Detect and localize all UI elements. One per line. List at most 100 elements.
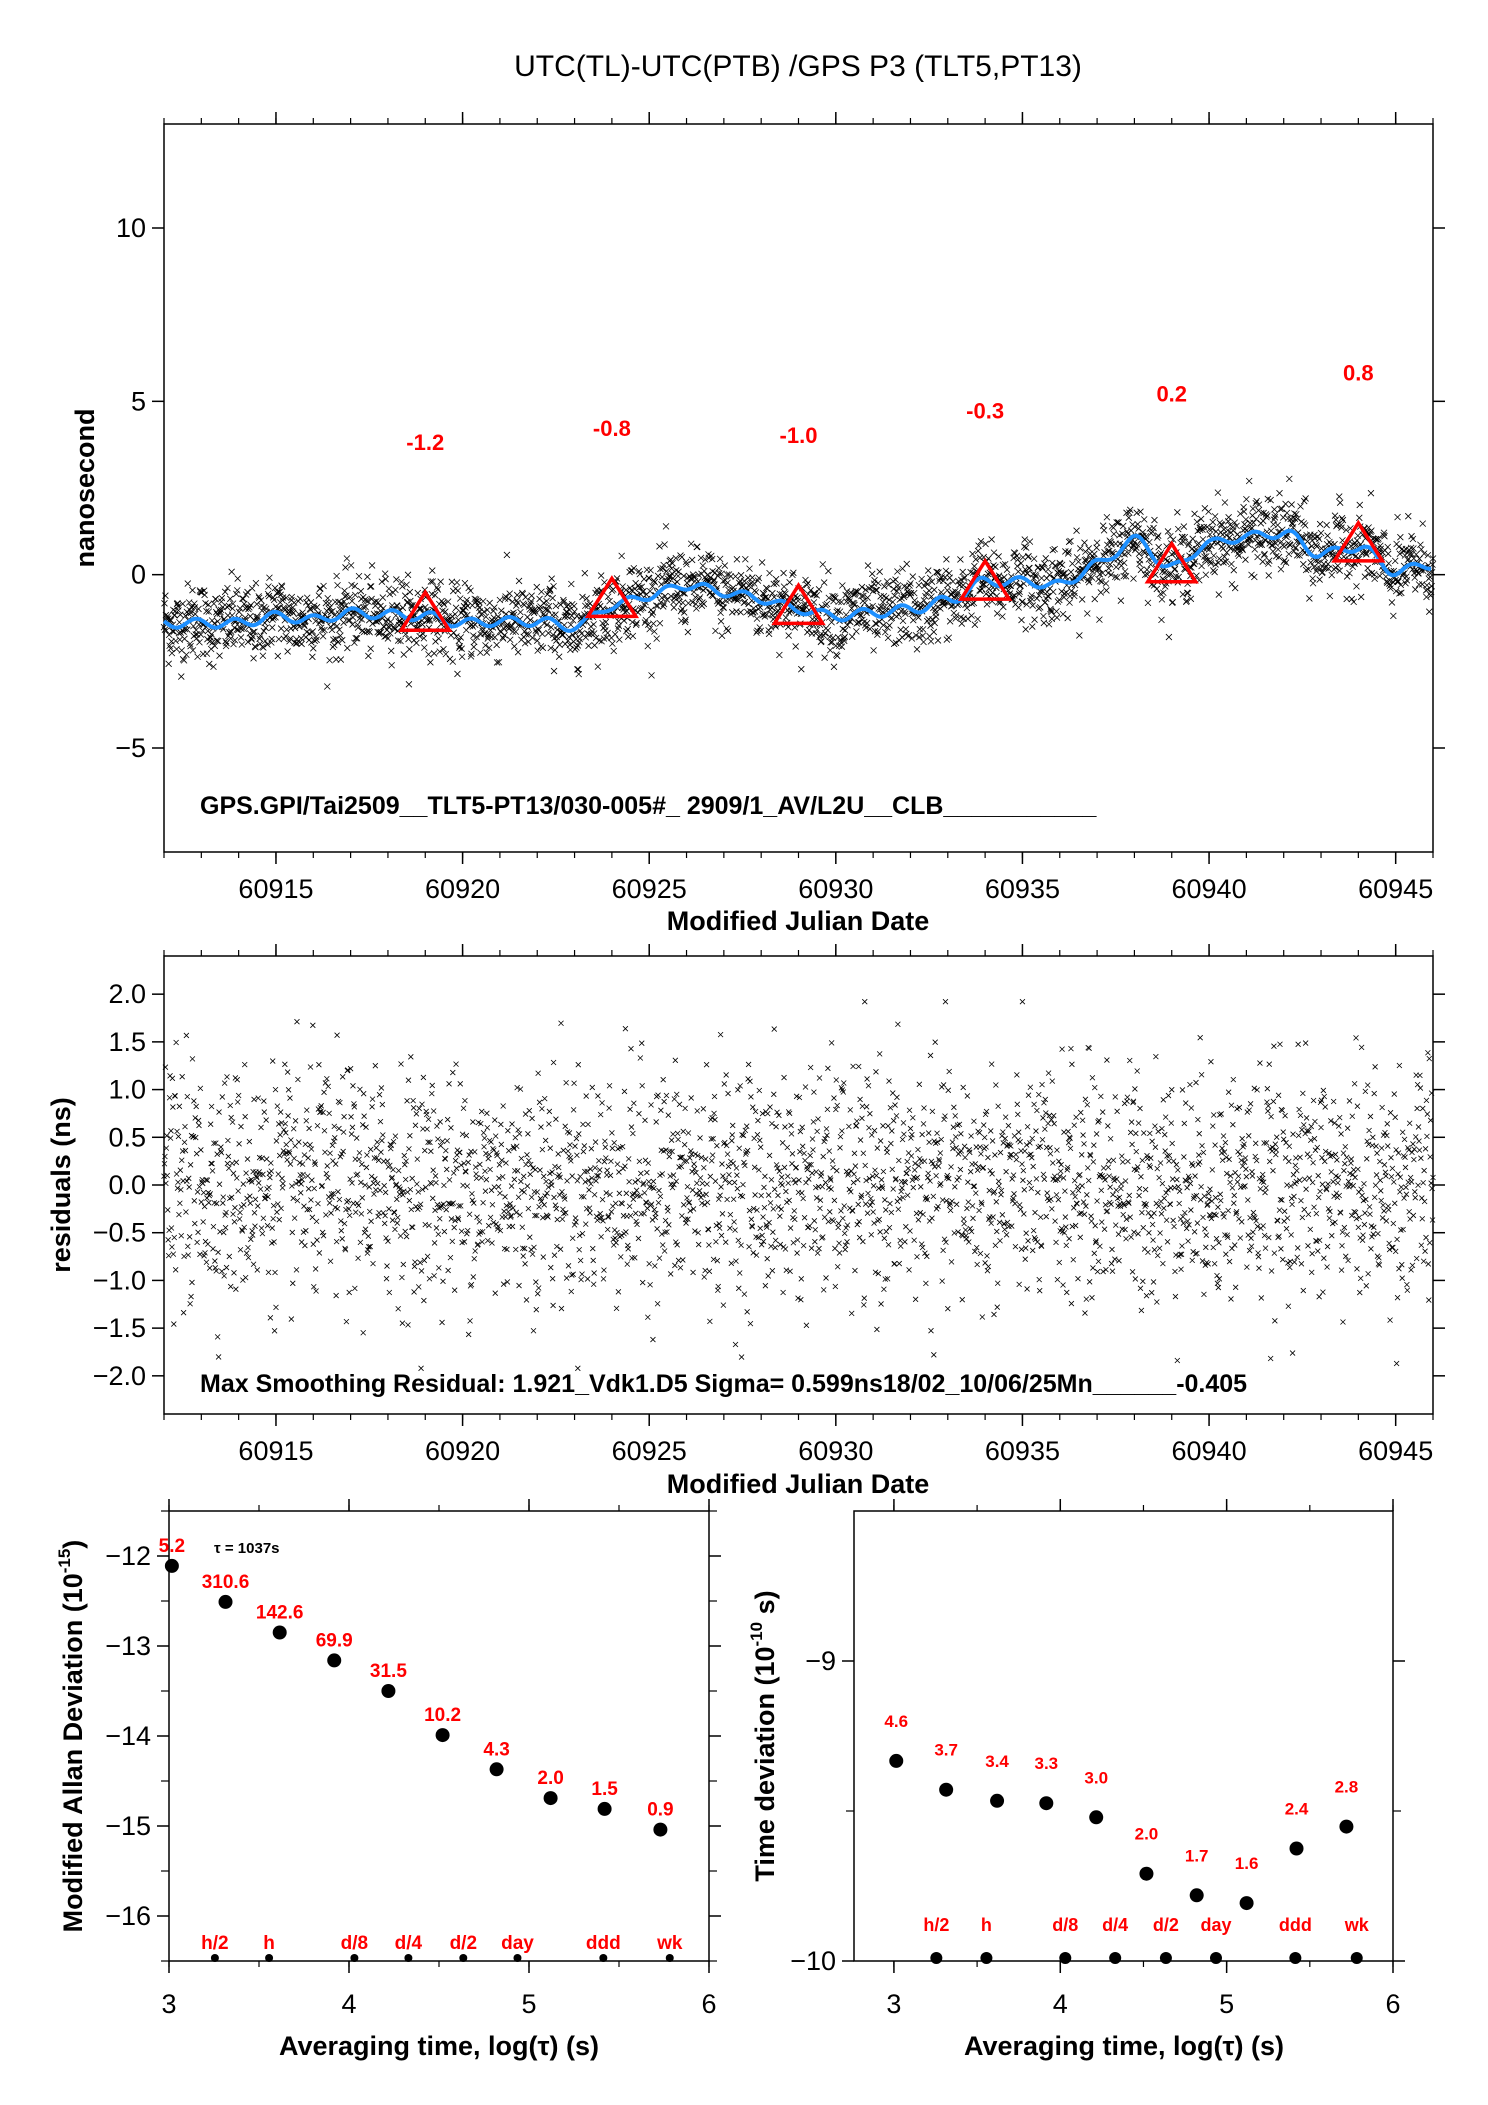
- residual-point: [821, 1214, 828, 1221]
- scatter-point: [1078, 596, 1086, 603]
- scatter-point: [337, 632, 344, 639]
- residual-point: [312, 1266, 319, 1272]
- residual-point: [208, 1103, 215, 1110]
- scatter-point: [522, 593, 529, 601]
- residual-point: [597, 1111, 604, 1118]
- residual-point: [453, 1165, 460, 1172]
- residual-point: [295, 1076, 301, 1083]
- scatter-point: [331, 641, 338, 649]
- residual-point: [877, 1138, 884, 1144]
- residual-point: [185, 1252, 192, 1258]
- scatter-point: [550, 582, 557, 590]
- residual-point: [1020, 1177, 1026, 1184]
- scatter-point: [1044, 566, 1052, 573]
- residual-point: [1001, 1226, 1008, 1233]
- residual-point: [877, 1229, 883, 1235]
- residual-point: [747, 1078, 753, 1085]
- residual-point: [1076, 1210, 1083, 1217]
- scatter-point: [269, 594, 277, 601]
- residual-point: [224, 1074, 230, 1080]
- scatter-point: [1040, 612, 1047, 620]
- residual-point: [182, 1123, 188, 1130]
- scatter-point: [821, 654, 828, 661]
- residual-point: [363, 1124, 369, 1130]
- scatter-point: [977, 587, 984, 595]
- residual-point: [868, 1132, 875, 1138]
- scatter-point: [338, 636, 346, 644]
- residual-point: [316, 1061, 322, 1068]
- residual-point: [1009, 1176, 1015, 1182]
- residual-point: [401, 1152, 408, 1159]
- residual-point: [974, 1261, 980, 1268]
- scatter-point: [369, 620, 376, 627]
- scatter-point: [309, 628, 317, 635]
- residual-point: [910, 1114, 916, 1121]
- residual-point: [589, 1175, 595, 1181]
- residual-point: [192, 1115, 199, 1121]
- residual-point: [1101, 1226, 1108, 1232]
- residual-point: [289, 1229, 296, 1236]
- residual-point: [717, 1031, 724, 1038]
- residual-point: [1084, 1191, 1090, 1198]
- residual-point: [287, 1095, 293, 1101]
- scatter-point: [755, 574, 763, 582]
- scatter-point: [1174, 509, 1181, 516]
- residual-point: [257, 1186, 264, 1192]
- residual-point: [554, 1216, 561, 1223]
- residual-point: [560, 1147, 567, 1154]
- residual-point: [866, 1124, 872, 1131]
- residual-point: [659, 1171, 666, 1177]
- scatter-point: [1335, 493, 1343, 500]
- residual-point: [284, 1157, 290, 1163]
- residual-point: [1030, 1163, 1036, 1170]
- residual-point: [273, 1304, 279, 1311]
- residual-point: [575, 1131, 582, 1137]
- scatter-point: [1306, 595, 1313, 602]
- scatter-point: [337, 656, 345, 663]
- scatter-point: [841, 627, 849, 634]
- scatter-point: [384, 616, 391, 623]
- residual-point: [176, 1103, 183, 1110]
- residual-point: [166, 1094, 173, 1101]
- residual-point: [233, 1175, 240, 1181]
- residual-point: [1033, 1128, 1039, 1134]
- residual-point: [668, 1137, 675, 1143]
- scatter-point: [641, 619, 649, 626]
- scatter-point: [456, 595, 464, 602]
- residual-point: [1014, 1101, 1021, 1108]
- residual-point: [850, 1063, 856, 1070]
- residual-point: [587, 1166, 594, 1172]
- scatter-point: [453, 579, 461, 586]
- scatter-point: [1205, 508, 1212, 515]
- residual-point: [410, 1097, 416, 1104]
- residual-point: [511, 1176, 518, 1183]
- residual-point: [371, 1191, 377, 1197]
- scatter-point: [444, 598, 452, 605]
- y-tick-label: 0.5: [108, 1122, 146, 1152]
- residual-point: [899, 1185, 905, 1191]
- residual-point: [626, 1203, 633, 1210]
- scatter-point: [260, 627, 268, 635]
- residual-point: [816, 1075, 823, 1081]
- scatter-point: [1251, 573, 1258, 581]
- scatter-point: [724, 579, 731, 587]
- scatter-point: [769, 589, 776, 597]
- residual-point: [349, 1124, 356, 1131]
- scatter-point: [1085, 545, 1092, 552]
- residual-point: [263, 1117, 269, 1123]
- scatter-point: [211, 642, 219, 650]
- residual-point: [1029, 1247, 1036, 1254]
- residual-point: [813, 1169, 820, 1175]
- residual-point: [296, 1139, 302, 1145]
- residual-point: [918, 1241, 925, 1247]
- residual-point: [851, 1150, 858, 1157]
- scatter-point: [971, 621, 979, 628]
- residual-point: [828, 1186, 834, 1192]
- scatter-point: [480, 608, 488, 615]
- residual-point: [359, 1161, 365, 1168]
- scatter-point: [303, 594, 311, 602]
- scatter-point: [785, 632, 792, 639]
- residual-point: [336, 1196, 343, 1203]
- residual-point: [738, 1354, 745, 1360]
- scatter-point: [1394, 513, 1401, 521]
